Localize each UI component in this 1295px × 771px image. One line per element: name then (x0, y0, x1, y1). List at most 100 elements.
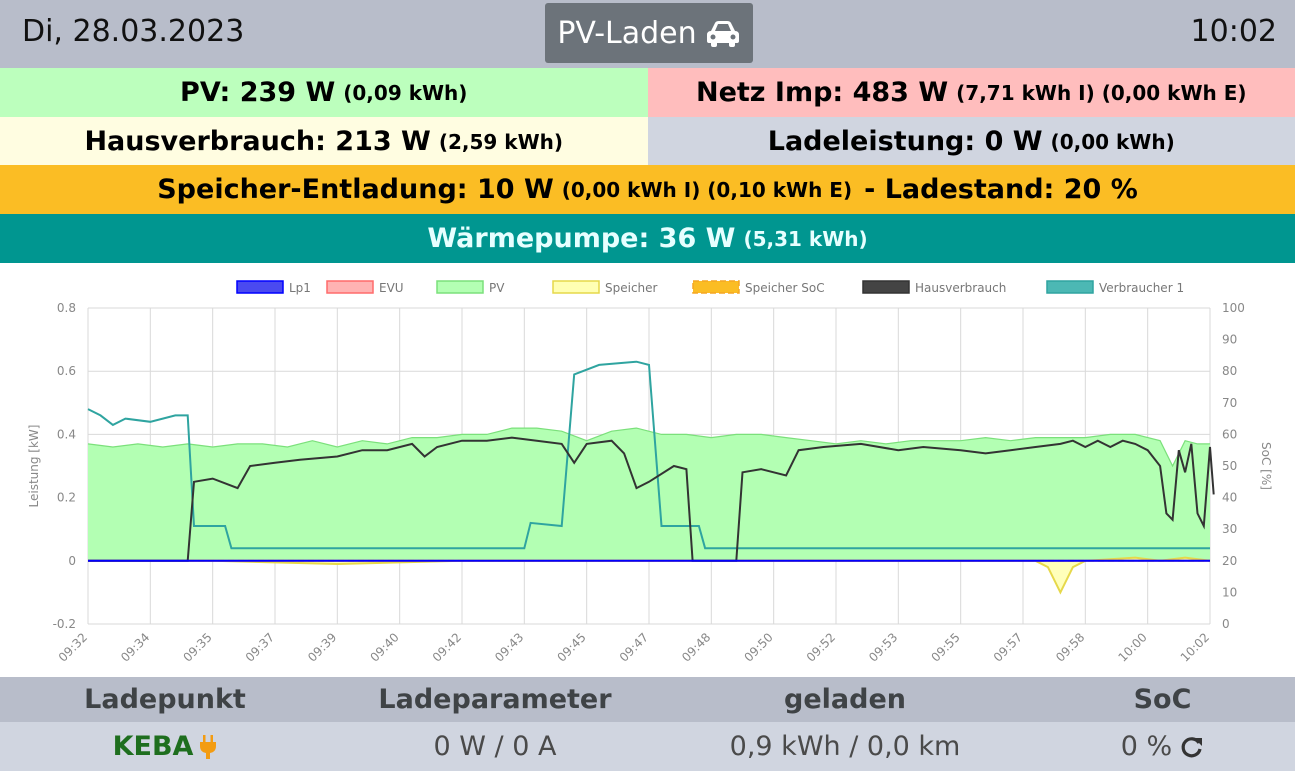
legend-swatch-verbraucher-1 (1046, 280, 1094, 294)
x-tick-label: 09:48 (679, 630, 713, 664)
y2-tick-label: 50 (1222, 459, 1237, 473)
legend-label: Speicher SoC (745, 281, 825, 295)
y2-tick-label: 0 (1222, 617, 1230, 631)
legend-label: Hausverbrauch (915, 281, 1006, 295)
y2-tick-label: 70 (1222, 396, 1237, 410)
x-tick-label: 09:53 (866, 630, 900, 664)
x-tick-label: 09:57 (991, 630, 1025, 664)
legend-swatch-hausverbrauch (862, 280, 910, 294)
storage-power: Speicher-Entladung: 10 W (157, 174, 554, 205)
legend-label: Verbraucher 1 (1099, 281, 1184, 295)
power-chart: -0.2 0 0.2 0.4 0.6 0.8 0 10 20 30 40 50 60 70 80 90 100 0… (0, 263, 1295, 676)
charge-power: Ladeleistung: 0 W (767, 126, 1043, 157)
soc-cell: 0 % (1030, 722, 1295, 771)
charge-params: 0 W / 0 A (433, 731, 557, 762)
chargepoint-table: Ladepunkt Ladeparameter geladen SoC KEBA… (0, 677, 1295, 771)
power-chart-svg: -0.2 0 0.2 0.4 0.6 0.8 0 10 20 30 40 50 60 70 80 90 100 0… (27, 280, 1273, 665)
y-tick-label: 0 (68, 554, 76, 568)
x-tick-label: 09:42 (430, 630, 464, 664)
house-summary: Hausverbrauch: 213 W (2,59 kWh) (0, 117, 648, 166)
header-params: Ladeparameter (378, 684, 612, 715)
header-soc: SoC (1133, 684, 1192, 715)
x-tick-label: 09:55 (928, 630, 962, 664)
header-charged: geladen (784, 684, 906, 715)
series-area-pv (88, 428, 1210, 561)
y2-tick-label: 40 (1222, 491, 1237, 505)
summary-row-3: Speicher-Entladung: 10 W (0,00 kWh I) (0… (0, 165, 1295, 214)
x-tick-label: 09:32 (56, 630, 90, 664)
time-display: 10:02 (1190, 14, 1277, 49)
heatpump-energy: (5,31 kWh) (743, 226, 868, 251)
x-tick-label: 09:39 (305, 630, 339, 664)
y2-axis-label: SoC [%] (1259, 442, 1273, 490)
y2-tick-label: 60 (1222, 427, 1237, 441)
refresh-icon[interactable] (1180, 735, 1204, 759)
x-tick-label: 09:40 (367, 630, 401, 664)
legend-label: EVU (379, 281, 404, 295)
storage-energy: (0,00 kWh I) (0,10 kWh E) (561, 177, 853, 202)
charge-summary: Ladeleistung: 0 W (0,00 kWh) (647, 117, 1295, 166)
plug-icon (199, 734, 217, 760)
x-tick-label: 09:34 (118, 630, 152, 664)
legend-swatch-speicher (552, 280, 600, 294)
legend-swatch-pv (436, 280, 484, 294)
x-tick-label: 09:47 (617, 630, 651, 664)
x-tick-label: 09:52 (804, 630, 838, 664)
x-tick-label: 09:50 (741, 630, 775, 664)
charge-mode-button[interactable]: PV-Laden (545, 3, 753, 63)
x-tick-label: 09:37 (243, 630, 277, 664)
x-tick-label: 10:00 (1115, 630, 1149, 664)
y2-tick-label: 20 (1222, 554, 1237, 568)
grid-power: Netz Imp: 483 W (695, 77, 949, 108)
soc-value: 0 % (1120, 731, 1173, 762)
y2-tick-label: 100 (1222, 301, 1245, 315)
y-tick-label: 0.4 (57, 427, 76, 441)
car-icon (705, 18, 741, 48)
x-tick-label: 10:02 (1178, 630, 1212, 664)
y-tick-label: 0.2 (57, 491, 76, 505)
x-tick-label: 09:45 (554, 630, 588, 664)
x-tick-label: 09:43 (492, 630, 526, 664)
summary-row-2: Hausverbrauch: 213 W (2,59 kWh) Ladeleis… (0, 117, 1295, 166)
pv-power: PV: 239 W (180, 77, 336, 108)
y-axis-label: Leistung [kW] (27, 425, 41, 508)
series-line-verbraucher-1 (87, 360, 1210, 550)
y2-tick-label: 30 (1222, 522, 1237, 536)
charge-mode-label: PV-Laden (557, 15, 697, 51)
y-tick-label: 0.8 (57, 301, 76, 315)
legend-label: Lp1 (289, 281, 311, 295)
date-display: Di, 28.03.2023 (22, 14, 245, 49)
chargepoint-cell[interactable]: KEBA (0, 722, 330, 771)
series-line-hausverbrauch (88, 436, 1215, 562)
storage-soc: - Ladestand: 20 % (864, 174, 1138, 205)
legend-swatch-speicher-soc (692, 280, 740, 294)
y2-tick-label: 10 (1222, 585, 1237, 599)
top-bar: Di, 28.03.2023 PV-Laden 10:02 (0, 0, 1295, 68)
chargepoint-name[interactable]: KEBA (112, 731, 194, 762)
heatpump-power: Wärmepumpe: 36 W (427, 223, 736, 254)
summary-row-1: PV: 239 W (0,09 kWh) Netz Imp: 483 W (7,… (0, 68, 1295, 117)
heatpump-summary: Wärmepumpe: 36 W (5,31 kWh) (0, 214, 1295, 263)
x-tick-label: 09:58 (1053, 630, 1087, 664)
y2-tick-label: 90 (1222, 333, 1237, 347)
y-tick-label: 0.6 (57, 364, 76, 378)
storage-summary: Speicher-Entladung: 10 W (0,00 kWh I) (0… (0, 165, 1295, 214)
grid-energy: (7,71 kWh I) (0,00 kWh E) (956, 80, 1247, 105)
legend-label: Speicher (605, 281, 658, 295)
table-header: Ladepunkt Ladeparameter geladen SoC (0, 677, 1295, 722)
legend-label: PV (489, 281, 505, 295)
y-tick-label: -0.2 (53, 617, 76, 631)
pv-energy: (0,09 kWh) (343, 80, 468, 105)
legend-swatch-evu (326, 280, 374, 294)
x-tick-label: 09:35 (180, 630, 214, 664)
y2-tick-label: 80 (1222, 364, 1237, 378)
grid-summary: Netz Imp: 483 W (7,71 kWh I) (0,00 kWh E… (647, 68, 1295, 117)
header-chargepoint: Ladepunkt (84, 684, 246, 715)
pv-summary: PV: 239 W (0,09 kWh) (0, 68, 648, 117)
house-power: Hausverbrauch: 213 W (84, 126, 431, 157)
charge-energy: (0,00 kWh) (1050, 129, 1175, 154)
summary-row-4: Wärmepumpe: 36 W (5,31 kWh) (0, 214, 1295, 263)
series-line-pv (87, 427, 1210, 468)
house-energy: (2,59 kWh) (438, 129, 564, 154)
table-row[interactable]: KEBA 0 W / 0 A 0,9 kWh / 0,0 km 0 % (0, 722, 1295, 771)
